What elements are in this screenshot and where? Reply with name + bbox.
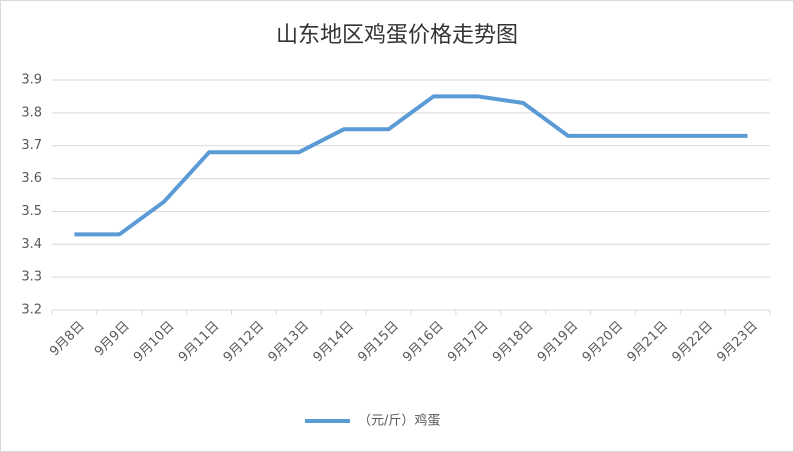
y-tick-label: 3.5 bbox=[21, 204, 42, 219]
y-tick-label: 3.3 bbox=[21, 270, 42, 285]
y-tick-label: 3.9 bbox=[21, 73, 42, 88]
legend-label: （元/斤）鸡蛋 bbox=[358, 413, 440, 429]
y-tick-label: 3.2 bbox=[21, 303, 42, 318]
y-tick-label: 3.4 bbox=[21, 237, 42, 252]
y-tick-label: 3.7 bbox=[21, 138, 42, 153]
line bbox=[74, 94, 748, 237]
y-tick-label: 3.6 bbox=[21, 171, 42, 186]
chart-title: 山东地区鸡蛋价格走势图 bbox=[276, 23, 518, 48]
y-tick-label: 3.8 bbox=[21, 105, 42, 120]
